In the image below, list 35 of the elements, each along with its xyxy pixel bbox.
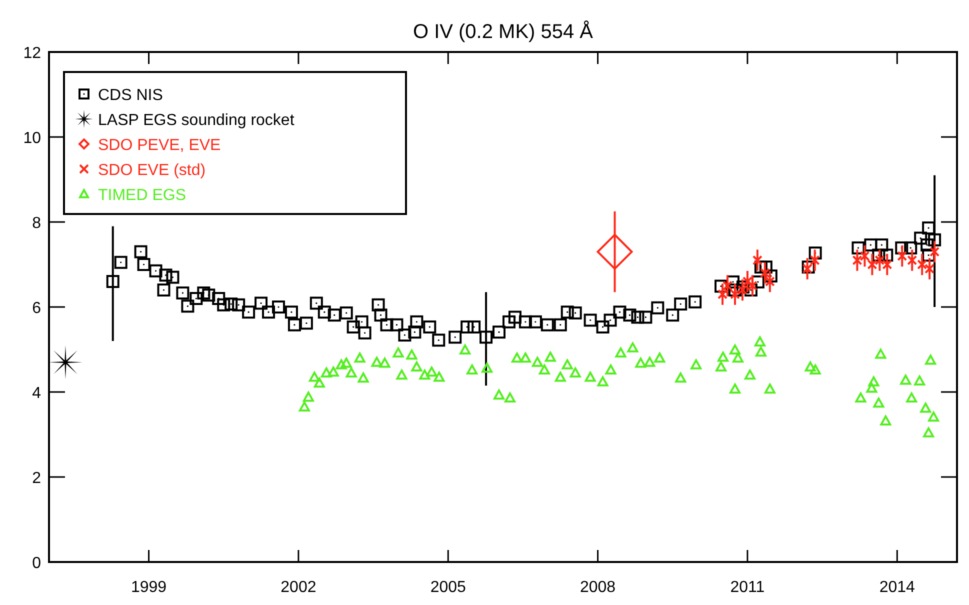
y-tick-label: 6 (32, 300, 42, 317)
point (737, 285, 748, 295)
legend-label: TIMED EGS (98, 187, 186, 204)
legend-label: SDO EVE (std) (98, 162, 206, 179)
point (764, 276, 775, 286)
point (882, 260, 892, 270)
legend-label: SDO PEVE, EVE (98, 137, 221, 154)
point (718, 289, 728, 300)
y-tick-label: 12 (23, 45, 42, 62)
legend-label: LASP EGS sounding rocket (98, 112, 295, 129)
x-tick-label: 2014 (879, 579, 916, 596)
x-tick-label: 2005 (430, 579, 466, 596)
point (930, 246, 940, 257)
point (907, 255, 918, 266)
point (917, 260, 928, 270)
x-tick-label: 1999 (130, 579, 167, 596)
point (752, 255, 762, 266)
legend-label: CDS NIS (98, 87, 163, 104)
chart-title: O IV (0.2 MK) 554 Å (412, 20, 594, 43)
y-tick-label: 10 (23, 130, 42, 147)
x-tick-label: 2002 (280, 579, 316, 596)
y-tick-label: 0 (32, 555, 42, 572)
point (730, 289, 740, 300)
y-tick-label: 8 (32, 215, 42, 232)
y-tick-label: 2 (32, 470, 42, 487)
point (874, 255, 885, 266)
point (897, 251, 908, 261)
point (852, 255, 862, 266)
point (596, 234, 633, 270)
point (802, 264, 812, 274)
point (867, 260, 878, 270)
point (747, 280, 758, 291)
y-tick-label: 4 (32, 385, 42, 402)
x-tick-label: 2011 (730, 579, 765, 596)
x-tick-label: 2008 (580, 579, 616, 596)
